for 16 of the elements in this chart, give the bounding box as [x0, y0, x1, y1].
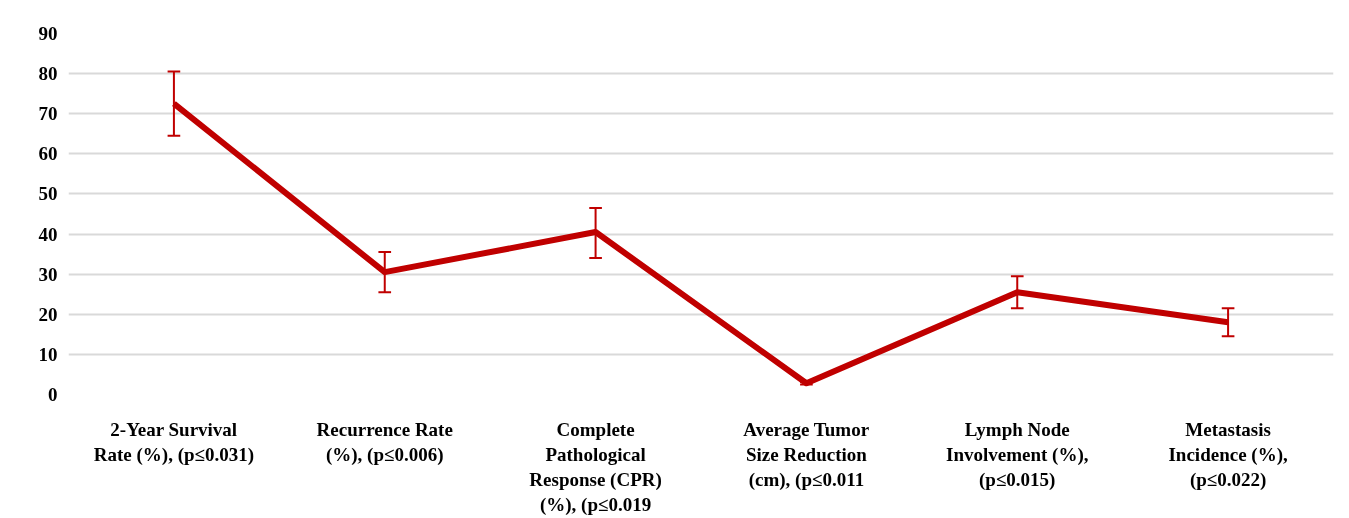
y-tick-label: 90 — [38, 23, 58, 44]
y-tick-label: 70 — [38, 103, 58, 125]
y-tick-label: 20 — [38, 303, 58, 325]
y-tick-label: 80 — [38, 63, 58, 85]
x-tick-label: Average Tumor Size Reduction (cm), (p≤0.011 — [743, 418, 870, 491]
x-tick-label: 2-Year Survival Rate (%), (p≤0.031) — [93, 418, 255, 466]
x-tick-label: Complete Pathological Response (CPR) (%), (p≤0.019 — [529, 418, 662, 517]
x-tick-label: Metastasis Incidence (%), (p≤0.022) — [1168, 418, 1288, 491]
y-tick-label: 40 — [38, 223, 58, 245]
x-tick-label: Recurrence Rate (%), (p≤0.006) — [316, 418, 453, 466]
y-tick-label: 10 — [38, 343, 58, 365]
y-tick-label: 0 — [48, 384, 58, 405]
x-tick-label: Lymph Node Involvement (%), (p≤0.015) — [946, 418, 1089, 491]
y-tick-label: 50 — [38, 183, 58, 205]
y-tick-label: 30 — [38, 263, 58, 285]
y-tick-label: 60 — [38, 143, 58, 165]
